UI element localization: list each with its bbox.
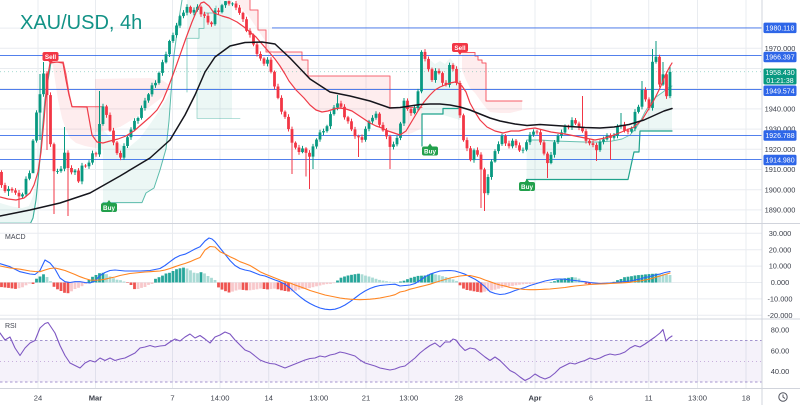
svg-text:1910.000: 1910.000	[765, 165, 796, 174]
svg-text:Buy: Buy	[521, 184, 533, 191]
svg-text:40.00: 40.00	[771, 367, 790, 376]
svg-text:Buy: Buy	[424, 148, 436, 155]
svg-text:1926.788: 1926.788	[765, 133, 794, 140]
svg-text:20.000: 20.000	[769, 245, 792, 254]
svg-text:MACD: MACD	[5, 234, 26, 241]
svg-text:6: 6	[589, 394, 593, 403]
svg-text:14: 14	[264, 394, 272, 403]
svg-text:1920.000: 1920.000	[765, 145, 796, 154]
svg-text:RSI: RSI	[5, 323, 17, 330]
svg-text:30.000: 30.000	[769, 229, 792, 238]
svg-text:1900.000: 1900.000	[765, 185, 796, 194]
svg-text:80.00: 80.00	[771, 326, 790, 335]
svg-text:1890.000: 1890.000	[765, 206, 796, 215]
svg-text:10.000: 10.000	[769, 262, 792, 271]
svg-text:13:00: 13:00	[688, 394, 707, 403]
svg-text:13:00: 13:00	[309, 394, 328, 403]
svg-text:1958.430: 1958.430	[765, 70, 794, 77]
svg-text:1970.000: 1970.000	[765, 44, 796, 53]
svg-text:14:00: 14:00	[210, 394, 229, 403]
svg-text:01:21:38: 01:21:38	[766, 78, 793, 85]
svg-text:Sell: Sell	[454, 45, 465, 52]
svg-text:1930.000: 1930.000	[765, 125, 796, 134]
svg-text:Apr: Apr	[528, 394, 541, 403]
svg-text:-10.000: -10.000	[767, 295, 792, 304]
svg-text:7: 7	[170, 394, 174, 403]
svg-text:0.000: 0.000	[771, 278, 790, 287]
svg-text:11: 11	[645, 394, 653, 403]
svg-text:13:00: 13:00	[399, 394, 418, 403]
svg-text:1914.980: 1914.980	[765, 158, 794, 165]
svg-text:28: 28	[454, 394, 462, 403]
svg-text:XAU/USD, 4h: XAU/USD, 4h	[20, 12, 142, 34]
svg-text:18: 18	[742, 394, 750, 403]
svg-text:1966.397: 1966.397	[765, 55, 794, 62]
svg-text:21: 21	[362, 394, 370, 403]
svg-text:24: 24	[34, 394, 42, 403]
svg-text:Sell: Sell	[45, 54, 56, 61]
svg-text:60.00: 60.00	[771, 347, 790, 356]
svg-text:Buy: Buy	[103, 205, 115, 212]
svg-text:1980.118: 1980.118	[766, 26, 795, 33]
svg-text:1940.000: 1940.000	[765, 105, 796, 114]
svg-text:1949.574: 1949.574	[765, 88, 794, 95]
svg-text:Mar: Mar	[89, 394, 103, 403]
svg-text:-20.000: -20.000	[767, 311, 792, 320]
